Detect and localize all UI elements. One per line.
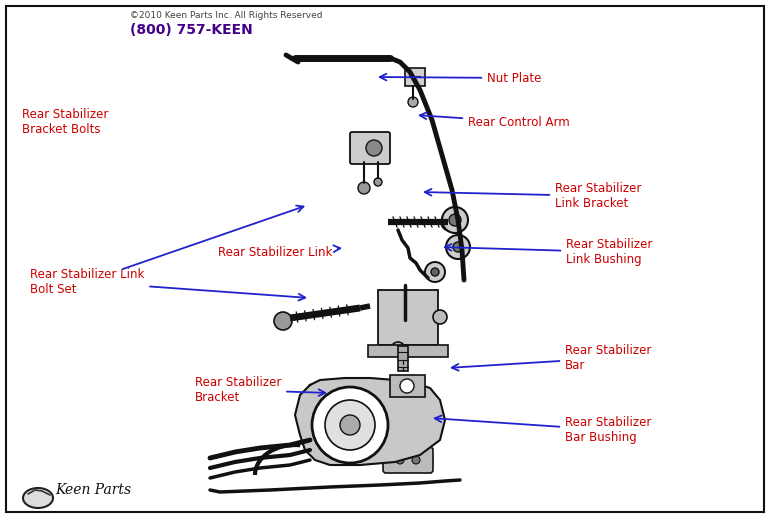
Circle shape <box>433 310 447 324</box>
Circle shape <box>431 268 439 276</box>
Circle shape <box>391 342 405 356</box>
Text: Rear Control Arm: Rear Control Arm <box>420 112 570 128</box>
FancyBboxPatch shape <box>378 290 438 345</box>
Circle shape <box>358 182 370 194</box>
Circle shape <box>400 379 414 393</box>
Text: Nut Plate: Nut Plate <box>380 71 541 84</box>
Text: Rear Stabilizer
Bracket: Rear Stabilizer Bracket <box>195 376 325 404</box>
Circle shape <box>453 242 463 252</box>
Circle shape <box>425 262 445 282</box>
Circle shape <box>449 214 461 226</box>
Circle shape <box>312 387 388 463</box>
Text: Rear Stabilizer
Link Bushing: Rear Stabilizer Link Bushing <box>445 238 652 266</box>
Text: (800) 757-KEEN: (800) 757-KEEN <box>130 23 253 37</box>
Text: Rear Stabilizer
Bar Bushing: Rear Stabilizer Bar Bushing <box>435 415 651 444</box>
FancyBboxPatch shape <box>383 447 433 473</box>
Circle shape <box>442 207 468 233</box>
Text: Rear Stabilizer
Bar: Rear Stabilizer Bar <box>452 344 651 372</box>
Circle shape <box>396 456 404 464</box>
Text: Rear Stabilizer
Link Bracket: Rear Stabilizer Link Bracket <box>425 182 641 210</box>
Text: Rear Stabilizer Link
Bolt Set: Rear Stabilizer Link Bolt Set <box>30 268 305 300</box>
Bar <box>405 68 425 86</box>
Bar <box>398 346 408 371</box>
Circle shape <box>340 415 360 435</box>
Circle shape <box>366 140 382 156</box>
Polygon shape <box>295 378 445 465</box>
Circle shape <box>374 178 382 186</box>
Circle shape <box>446 235 470 259</box>
Bar <box>368 345 448 357</box>
Ellipse shape <box>23 488 53 508</box>
Circle shape <box>274 312 292 330</box>
Circle shape <box>441 213 459 231</box>
Text: Keen Parts: Keen Parts <box>55 483 131 497</box>
Text: Rear Stabilizer Link: Rear Stabilizer Link <box>218 246 340 258</box>
Bar <box>390 375 425 397</box>
Text: ©2010 Keen Parts Inc. All Rights Reserved: ©2010 Keen Parts Inc. All Rights Reserve… <box>130 11 323 21</box>
Circle shape <box>412 456 420 464</box>
Circle shape <box>408 97 418 107</box>
Circle shape <box>325 400 375 450</box>
FancyBboxPatch shape <box>350 132 390 164</box>
Text: Rear Stabilizer
Bracket Bolts: Rear Stabilizer Bracket Bolts <box>22 108 109 136</box>
